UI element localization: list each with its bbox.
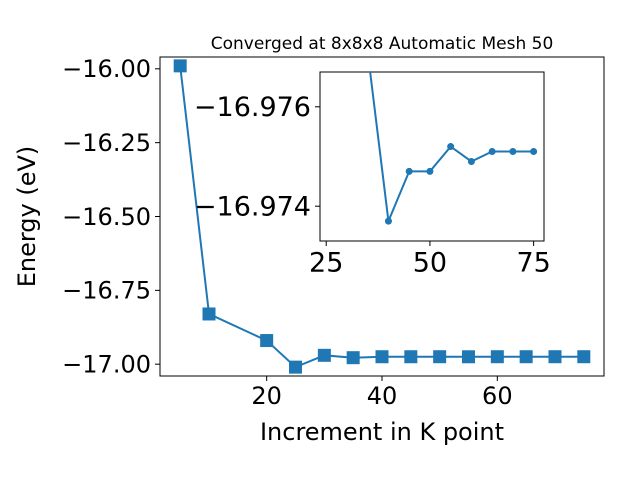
inset-x-tick-label: 75 <box>516 248 550 279</box>
inset-data-point <box>509 148 517 156</box>
main-data-point <box>317 348 331 362</box>
main-x-tick-label: 40 <box>367 382 398 410</box>
inset-y-tick-label: −16.974 <box>194 192 311 223</box>
inset-data-point <box>447 143 455 151</box>
inset-x-tick-label: 25 <box>309 248 343 279</box>
main-y-tick-label: −16.25 <box>62 129 151 157</box>
main-data-point <box>375 350 389 364</box>
main-y-tick-label: −16.50 <box>62 203 151 231</box>
inset-data-point <box>384 217 392 225</box>
main-data-point <box>404 350 418 364</box>
inset-axes-frame <box>319 71 545 242</box>
main-x-axis-label: Increment in K point <box>260 418 504 446</box>
main-data-point <box>173 59 187 73</box>
inset-data-point <box>405 167 413 175</box>
main-data-point <box>577 350 591 364</box>
inset-plot: 25 50 75 −16.976 −16.974 <box>194 71 551 279</box>
main-data-point <box>490 350 504 364</box>
main-data-point <box>548 350 562 364</box>
main-data-point <box>461 350 475 364</box>
main-data-point <box>346 351 360 365</box>
main-y-tick-label: −16.00 <box>62 55 151 83</box>
inset-data-point <box>426 167 434 175</box>
main-series <box>173 59 591 374</box>
main-data-point <box>289 360 303 374</box>
inset-data-point <box>530 148 538 156</box>
main-y-axis-label: Energy (eV) <box>13 146 41 288</box>
main-x-tick-label: 60 <box>482 382 513 410</box>
main-y-tick-label: −17.00 <box>62 351 151 379</box>
inset-data-point <box>488 148 496 156</box>
main-data-point <box>202 307 216 321</box>
inset-data-point <box>467 157 475 165</box>
inset-y-tick-label: −16.976 <box>194 92 311 123</box>
main-y-tick-label: −16.75 <box>62 277 151 305</box>
main-x-tick-label: 20 <box>251 382 282 410</box>
inset-series <box>369 72 538 225</box>
main-data-point <box>433 350 447 364</box>
main-title: Converged at 8x8x8 Automatic Mesh 50 <box>211 34 554 54</box>
main-data-point <box>519 350 533 364</box>
main-data-point <box>260 334 274 348</box>
inset-x-tick-label: 50 <box>413 248 447 279</box>
